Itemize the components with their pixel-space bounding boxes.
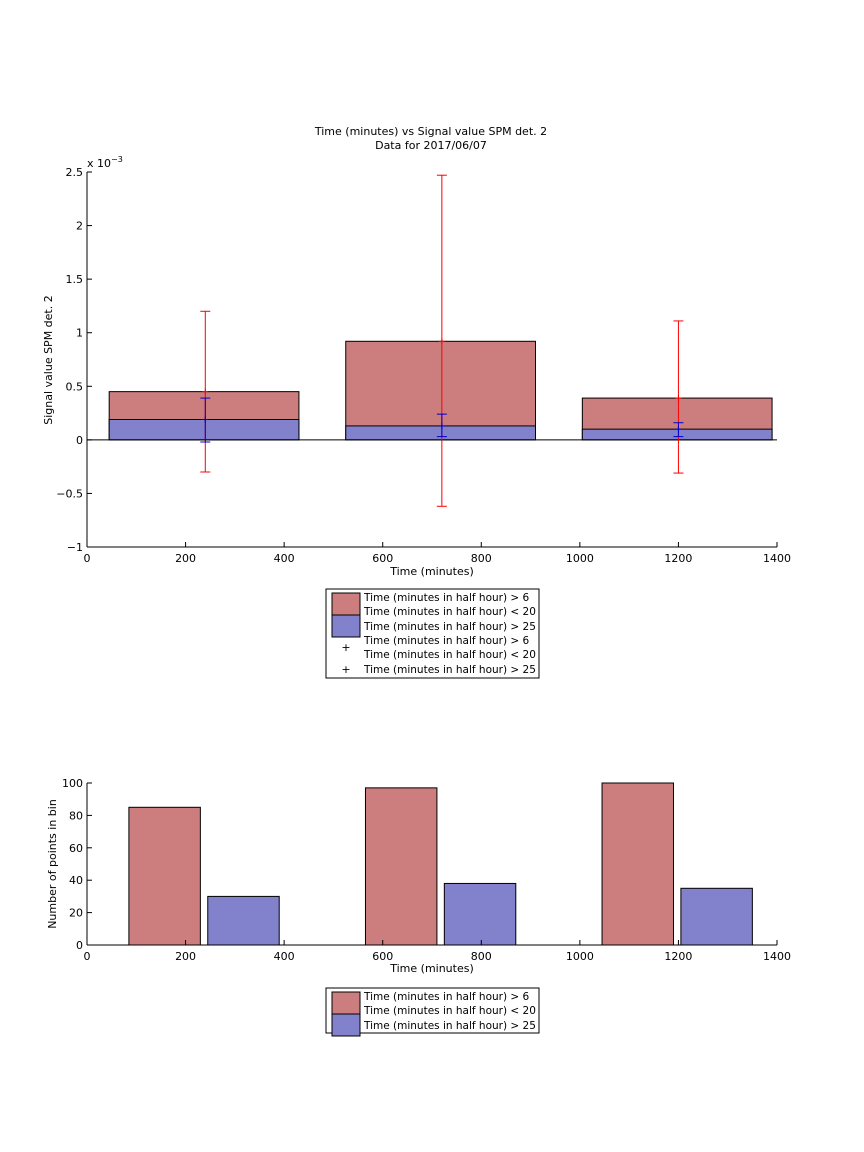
legend-bottom: Time (minutes in half hour) > 6 Time (mi… xyxy=(325,987,540,1037)
x-tick-label: 1000 xyxy=(566,552,594,565)
axes-lines xyxy=(86,172,777,548)
legend-top: Time (minutes in half hour) > 6 Time (mi… xyxy=(325,588,540,679)
legend-entry-errorbar2: Time (minutes in half hour) > 25 xyxy=(363,664,536,676)
y-tick-label: 0.5 xyxy=(66,380,84,393)
x-axis-ticks: 0 200 400 600 800 1000 1200 1400 xyxy=(84,542,791,565)
signal-chart: Time (minutes) vs Signal value SPM det. … xyxy=(42,125,791,679)
y-tick-label: 80 xyxy=(69,809,83,822)
count-bars xyxy=(128,782,753,946)
x-tick-label: 1000 xyxy=(566,950,594,963)
bar-series2 xyxy=(581,428,773,441)
y-tick-label: −1 xyxy=(67,541,83,554)
legend-swatch-series1 xyxy=(331,592,361,616)
y-tick-label: 60 xyxy=(69,842,83,855)
axes-lines xyxy=(86,783,777,946)
legend-swatch-series1 xyxy=(331,991,361,1015)
y-tick-label: 2.5 xyxy=(66,166,84,179)
legend-entry-errorbar1: Time (minutes in half hour) > 6 xyxy=(363,635,530,647)
bar-series2 xyxy=(345,425,536,441)
x-tick-label: 1400 xyxy=(763,552,791,565)
y-tick-label: 40 xyxy=(69,874,83,887)
y-tick-label: 1 xyxy=(76,327,83,340)
x-axis-label: Time (minutes) xyxy=(389,565,474,578)
legend-box xyxy=(325,588,540,679)
x-tick-label: 1200 xyxy=(664,552,692,565)
legend-box xyxy=(325,987,540,1034)
legend-entry-series1-line2: Time (minutes in half hour) < 20 xyxy=(363,606,536,618)
legend-entry-series1: Time (minutes in half hour) > 6 xyxy=(363,592,530,604)
count-chart: 0 200 400 600 800 1000 1200 1400 0 20 40 60 80 100 T… xyxy=(46,777,791,1037)
y-exponent-power: −3 xyxy=(111,155,123,164)
y-tick-label: −0.5 xyxy=(56,487,83,500)
count-bar-series1 xyxy=(364,787,438,946)
legend-marker-errorbar1: + xyxy=(341,641,350,654)
legend-entry-series1: Time (minutes in half hour) > 6 xyxy=(363,991,530,1003)
legend-entry-errorbar1-line2: Time (minutes in half hour) < 20 xyxy=(363,649,536,661)
y-tick-label: 1.5 xyxy=(66,273,84,286)
x-tick-label: 600 xyxy=(372,552,393,565)
bar-series1 xyxy=(345,340,536,441)
x-tick-label: 200 xyxy=(175,552,196,565)
legend-swatch-series2 xyxy=(331,1013,361,1037)
x-axis-ticks: 0 200 400 600 800 1000 1200 1400 xyxy=(84,940,791,963)
legend-entry-series1-line2: Time (minutes in half hour) < 20 xyxy=(363,1005,536,1017)
x-tick-label: 600 xyxy=(372,950,393,963)
x-tick-label: 800 xyxy=(471,552,492,565)
x-tick-label: 0 xyxy=(84,552,91,565)
legend-entry-series2: Time (minutes in half hour) > 25 xyxy=(363,621,536,633)
y-axis-ticks: 0 20 40 60 80 100 xyxy=(62,777,92,952)
y-tick-label: 20 xyxy=(69,907,83,920)
y-tick-label: 0 xyxy=(76,939,83,952)
bar-series2 xyxy=(108,419,300,441)
y-tick-label: 2 xyxy=(76,220,83,233)
x-tick-label: 1200 xyxy=(664,950,692,963)
count-bar-series1 xyxy=(601,782,674,946)
x-tick-label: 400 xyxy=(274,552,295,565)
count-bar-series2 xyxy=(207,895,280,946)
count-bar-series1 xyxy=(128,806,201,946)
x-tick-label: 0 xyxy=(84,950,91,963)
y-axis-ticks: −1 −0.5 0 0.5 1 1.5 2 2.5 xyxy=(56,166,92,554)
x-tick-label: 800 xyxy=(471,950,492,963)
legend-swatch-series2 xyxy=(331,614,361,638)
x-tick-label: 200 xyxy=(175,950,196,963)
errorbars xyxy=(200,174,684,507)
y-tick-label: 0 xyxy=(76,434,83,447)
legend-entry-series2: Time (minutes in half hour) > 25 xyxy=(363,1020,536,1032)
count-bar-series2 xyxy=(443,882,517,946)
y-axis-label: Signal value SPM det. 2 xyxy=(42,295,55,425)
chart-title-line2: Data for 2017/06/07 xyxy=(375,139,487,152)
x-axis-label: Time (minutes) xyxy=(389,962,474,975)
legend-marker-errorbar2: + xyxy=(341,663,350,676)
y-axis-label: Number of points in bin xyxy=(46,799,59,929)
x-tick-label: 1400 xyxy=(763,950,791,963)
chart-title-line1: Time (minutes) vs Signal value SPM det. … xyxy=(314,125,547,138)
signal-bars xyxy=(108,340,773,441)
y-tick-label: 100 xyxy=(62,777,83,790)
x-tick-label: 400 xyxy=(274,950,295,963)
y-exponent-label: x 10−3 xyxy=(87,155,123,170)
count-bar-series2 xyxy=(680,887,753,946)
